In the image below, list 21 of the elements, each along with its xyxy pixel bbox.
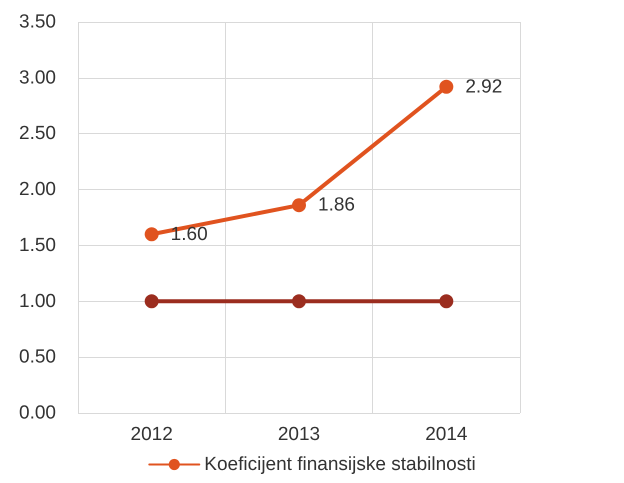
y-tick-label: 2.50 — [19, 123, 56, 144]
y-tick-label: 3.00 — [19, 67, 56, 88]
y-tick-label: 3.50 — [19, 12, 56, 32]
point — [144, 227, 159, 242]
y-tick-label: 1.50 — [19, 234, 56, 256]
legend-label: Koeficijent finansijske stabilnosti — [204, 454, 476, 475]
y-tick-label: 0.50 — [19, 346, 56, 368]
data-label: 2.92 — [465, 76, 502, 98]
x-tick-label: 2014 — [425, 424, 468, 445]
y-tick-label: 2.00 — [19, 179, 56, 200]
data-label: 1.60 — [170, 224, 208, 245]
data-label: 1.86 — [318, 194, 355, 216]
x-tick-label: 2012 — [130, 424, 173, 445]
point — [144, 294, 159, 308]
point — [292, 294, 306, 308]
y-tick-label: 0.00 — [19, 402, 56, 424]
point — [439, 294, 454, 308]
point — [292, 198, 306, 212]
x-tick-label: 2013 — [278, 424, 320, 445]
point — [439, 80, 454, 94]
y-tick-label: 1.00 — [19, 290, 56, 312]
